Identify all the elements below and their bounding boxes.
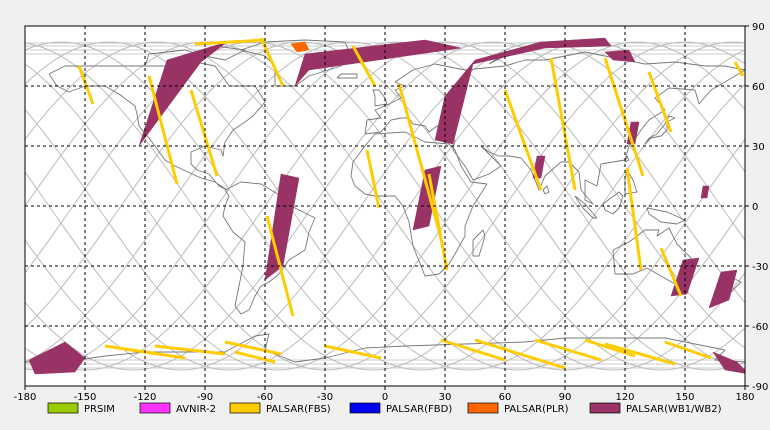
y-tick-label: 60 [752, 82, 765, 93]
x-tick-label: -180 [14, 392, 37, 403]
coastline [574, 195, 598, 219]
coastline [624, 169, 638, 195]
wide-swath [294, 39, 462, 87]
legend-item: PALSAR(WB1/WB2) [589, 402, 722, 415]
legend-item: PALSAR(PLR) [467, 402, 569, 415]
fbs-strip [351, 45, 377, 87]
latitude-tick-labels: 90 60 30 0 -30 -60 -90 [745, 22, 768, 393]
x-tick-label: -90 [197, 392, 213, 403]
legend-label: PALSAR(FBS) [266, 404, 331, 415]
coastline [372, 89, 388, 107]
graticule-grid [25, 26, 745, 386]
map-plot-area [24, 25, 746, 387]
coastline [472, 229, 486, 257]
fbs-strip [147, 75, 179, 185]
wide-swath [434, 37, 612, 145]
fbs-strip [534, 338, 602, 362]
x-tick-label: 90 [559, 392, 572, 403]
coastline [25, 333, 745, 363]
x-tick-label: 150 [675, 392, 694, 403]
orbit-track [25, 41, 745, 371]
coastline [624, 155, 630, 163]
legend-swatch [589, 402, 621, 414]
fbs-strip [427, 173, 449, 271]
wide-swath [290, 41, 310, 53]
x-tick-label: 60 [499, 392, 512, 403]
fbs-strip [664, 340, 712, 360]
wide-swath [700, 185, 710, 199]
orbit-track [25, 41, 745, 371]
legend-swatch [467, 402, 499, 414]
y-tick-label: -90 [752, 382, 768, 393]
fbs-strip [440, 338, 506, 362]
orbit-track [25, 41, 745, 371]
legend-item: PRSIM [47, 402, 115, 415]
legend-label: PRSIM [84, 404, 115, 415]
legend: PRSIM AVNIR-2 PALSAR(FBS) PALSAR(FBD) PALSAR… [47, 402, 722, 415]
fbs-strip [194, 38, 266, 46]
coastline [336, 73, 358, 79]
observation-swaths [28, 37, 745, 375]
wide-swath [712, 351, 745, 374]
coastline [612, 227, 692, 285]
y-tick-label: 90 [752, 22, 765, 33]
orbit-track [25, 41, 745, 371]
y-tick-label: 30 [752, 142, 765, 153]
legend-label: PALSAR(PLR) [504, 404, 569, 415]
y-tick-label: 0 [752, 202, 758, 213]
coastline [602, 191, 624, 215]
x-tick-label: 30 [439, 392, 452, 403]
x-tick-label: 0 [382, 392, 388, 403]
legend-swatch [229, 402, 261, 414]
fbs-strip [625, 167, 643, 271]
coastline [48, 61, 266, 191]
fbs-strip [224, 340, 282, 356]
x-tick-label: 120 [615, 392, 634, 403]
wide-swath [708, 269, 738, 309]
fbs-strip [154, 344, 226, 356]
fbs-strip [647, 71, 673, 133]
legend-item: PALSAR(FBS) [229, 402, 331, 415]
fbs-strip [604, 342, 676, 366]
coastline [646, 207, 686, 225]
fbs-strip [733, 61, 745, 77]
legend-label: AVNIR-2 [176, 404, 216, 415]
legend-swatch [349, 402, 381, 414]
coastline [644, 115, 676, 145]
legend-swatch [139, 402, 171, 414]
y-tick-label: -60 [752, 322, 768, 333]
fbs-strip [189, 89, 219, 177]
legend-item: PALSAR(FBD) [349, 402, 452, 415]
fbs-strip [474, 338, 566, 370]
legend-label: PALSAR(FBD) [386, 404, 452, 415]
legend-label: PALSAR(WB1/WB2) [626, 404, 722, 415]
x-tick-label: -30 [317, 392, 333, 403]
fbs-strip [549, 57, 577, 191]
x-tick-label: -120 [134, 392, 157, 403]
longitude-tick-labels: -180 -150 -120 -90 -60 -30 0 30 60 90 120 150 180 [14, 386, 755, 403]
fbs-strip [234, 350, 276, 364]
fbs-strip [397, 83, 443, 239]
legend-swatch [47, 402, 79, 414]
fbs-strip [77, 65, 95, 105]
fbs-strip [365, 149, 381, 209]
fbs-strip [324, 344, 382, 360]
fbs-strip [603, 57, 645, 177]
x-tick-label: -150 [74, 392, 97, 403]
wide-swath [28, 341, 86, 375]
wide-swath [264, 173, 300, 281]
x-tick-label: 180 [735, 392, 754, 403]
fbs-strip [503, 89, 543, 191]
orbit-track [25, 41, 745, 371]
fbs-strip [659, 247, 683, 297]
legend-item: AVNIR-2 [139, 402, 216, 415]
x-tick-label: -60 [257, 392, 273, 403]
y-tick-label: -30 [752, 262, 768, 273]
coastline [542, 185, 550, 195]
wide-swath [604, 49, 636, 63]
fbs-strip [584, 338, 636, 358]
wide-swath [412, 165, 442, 231]
